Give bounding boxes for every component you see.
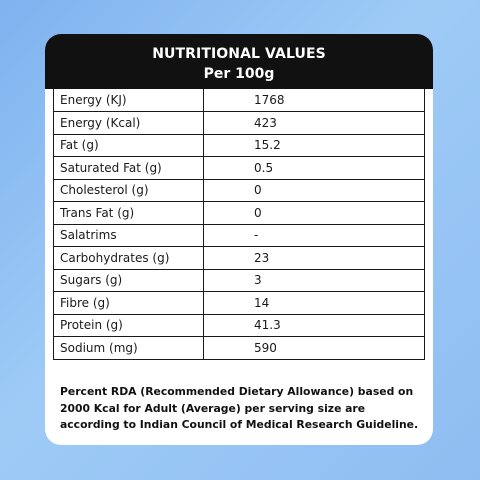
- nutrient-value: 41.3: [203, 314, 425, 337]
- table-row: Fat (g) 15.2: [53, 134, 425, 157]
- nutrient-value: 15.2: [203, 134, 425, 157]
- nutrient-value: 3: [203, 269, 425, 292]
- nutrient-label: Carbohydrates (g): [53, 246, 204, 270]
- nutrition-table: Energy (KJ) 1768 Energy (Kcal) 423 Fat (…: [53, 89, 425, 360]
- nutrient-value: -: [203, 224, 425, 247]
- nutrient-label: Saturated Fat (g): [53, 156, 204, 180]
- nutrient-value: 14: [203, 291, 425, 315]
- table-row: Protein (g) 41.3: [53, 314, 425, 337]
- table-row: Sugars (g) 3: [53, 269, 425, 292]
- nutrient-value: 0.5: [203, 156, 425, 180]
- nutrient-label: Protein (g): [53, 314, 204, 337]
- table-header: NUTRITIONAL VALUES Per 100g: [45, 34, 433, 89]
- nutrient-label: Cholesterol (g): [53, 179, 204, 202]
- nutrient-value: 0: [203, 201, 425, 225]
- table-subtitle: Per 100g: [203, 66, 275, 82]
- nutrient-label: Fibre (g): [53, 291, 204, 315]
- table-row: Fibre (g) 14: [53, 291, 425, 315]
- nutrient-label: Sodium (mg): [53, 336, 204, 360]
- nutrient-value: 423: [203, 111, 425, 135]
- nutrient-label: Trans Fat (g): [53, 201, 204, 225]
- nutrient-value: 1768: [203, 89, 425, 112]
- table-row: Sodium (mg) 590: [53, 336, 425, 360]
- nutrition-card: NUTRITIONAL VALUES Per 100g Energy (KJ) …: [45, 34, 433, 445]
- table-row: Energy (KJ) 1768: [53, 89, 425, 112]
- table-row: Cholesterol (g) 0: [53, 179, 425, 202]
- nutrient-value: 23: [203, 246, 425, 270]
- table-title: NUTRITIONAL VALUES: [152, 46, 326, 62]
- nutrient-label: Salatrims: [53, 224, 204, 247]
- nutrient-value: 590: [203, 336, 425, 360]
- nutrient-label: Sugars (g): [53, 269, 204, 292]
- nutrient-value: 0: [203, 179, 425, 202]
- rda-footnote: Percent RDA (Recommended Dietary Allowan…: [60, 385, 419, 431]
- nutrient-label: Energy (KJ): [53, 89, 204, 112]
- table-row: Carbohydrates (g) 23: [53, 246, 425, 270]
- table-row: Salatrims -: [53, 224, 425, 247]
- table-row: Energy (Kcal) 423: [53, 111, 425, 135]
- nutrient-label: Energy (Kcal): [53, 111, 204, 135]
- table-row: Trans Fat (g) 0: [53, 201, 425, 225]
- nutrient-label: Fat (g): [53, 134, 204, 157]
- table-row: Saturated Fat (g) 0.5: [53, 156, 425, 180]
